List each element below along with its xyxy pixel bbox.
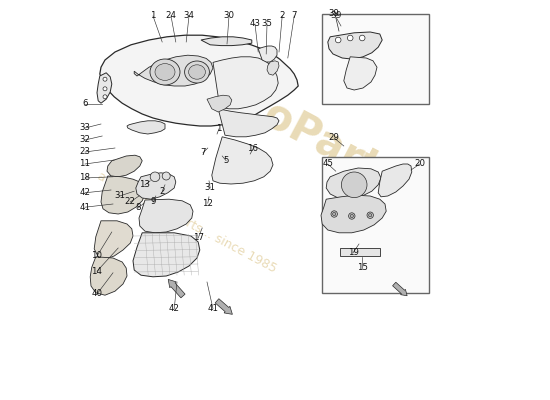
Text: 35: 35 xyxy=(261,20,272,28)
Polygon shape xyxy=(94,221,133,259)
Text: 12: 12 xyxy=(202,199,213,208)
Text: euroParts: euroParts xyxy=(187,56,409,201)
Polygon shape xyxy=(344,57,377,90)
Circle shape xyxy=(348,35,353,41)
Polygon shape xyxy=(207,95,232,112)
FancyBboxPatch shape xyxy=(322,14,430,104)
Circle shape xyxy=(336,37,341,43)
Polygon shape xyxy=(213,57,278,109)
Polygon shape xyxy=(107,155,142,177)
Polygon shape xyxy=(201,37,252,46)
Polygon shape xyxy=(133,233,200,277)
Circle shape xyxy=(150,172,160,182)
FancyArrow shape xyxy=(215,299,233,314)
Text: 31: 31 xyxy=(114,192,125,200)
Text: 13: 13 xyxy=(140,180,151,189)
Text: 8: 8 xyxy=(135,204,141,212)
Text: 23: 23 xyxy=(80,148,91,156)
Circle shape xyxy=(342,172,367,198)
Bar xyxy=(340,248,380,256)
Text: 10: 10 xyxy=(91,252,102,260)
Circle shape xyxy=(331,211,337,217)
Text: 18: 18 xyxy=(80,174,91,182)
Circle shape xyxy=(103,95,107,99)
Polygon shape xyxy=(212,137,273,184)
Circle shape xyxy=(333,212,336,216)
Text: 31: 31 xyxy=(205,184,216,192)
Text: 19: 19 xyxy=(348,248,359,257)
Text: 1: 1 xyxy=(216,124,222,133)
Text: 24: 24 xyxy=(166,12,177,20)
Text: 33: 33 xyxy=(80,124,91,132)
Text: 9: 9 xyxy=(151,198,156,206)
Polygon shape xyxy=(326,168,381,199)
Circle shape xyxy=(359,35,365,41)
Polygon shape xyxy=(328,32,382,59)
Text: 22: 22 xyxy=(125,198,136,206)
Circle shape xyxy=(367,212,373,218)
Text: 41: 41 xyxy=(80,203,91,212)
Text: 11: 11 xyxy=(80,160,91,168)
Circle shape xyxy=(103,87,107,91)
Text: 42: 42 xyxy=(169,304,180,313)
Text: 32: 32 xyxy=(80,136,91,144)
Ellipse shape xyxy=(150,59,180,85)
Polygon shape xyxy=(218,109,279,137)
Circle shape xyxy=(349,213,355,219)
Text: 40: 40 xyxy=(91,290,102,298)
Text: 30: 30 xyxy=(223,12,234,20)
Polygon shape xyxy=(321,195,386,233)
Polygon shape xyxy=(139,199,193,233)
Text: 42: 42 xyxy=(80,188,91,197)
Text: 6: 6 xyxy=(82,100,88,108)
Text: 7: 7 xyxy=(200,148,206,157)
Polygon shape xyxy=(101,176,145,214)
Text: 2: 2 xyxy=(279,12,285,20)
Polygon shape xyxy=(100,35,298,126)
Text: 43: 43 xyxy=(250,20,261,28)
Text: a passion for parts... since 1985: a passion for parts... since 1985 xyxy=(95,169,279,275)
Text: 39: 39 xyxy=(329,10,340,18)
Text: 5: 5 xyxy=(223,156,229,165)
Circle shape xyxy=(368,214,372,217)
Polygon shape xyxy=(136,173,176,199)
FancyArrow shape xyxy=(168,280,185,298)
Ellipse shape xyxy=(155,64,175,80)
Polygon shape xyxy=(97,73,112,103)
FancyArrow shape xyxy=(393,282,407,296)
Text: 39: 39 xyxy=(330,12,342,20)
Text: 41: 41 xyxy=(207,304,218,313)
Text: 34: 34 xyxy=(184,12,195,20)
FancyBboxPatch shape xyxy=(322,157,430,293)
Text: 20: 20 xyxy=(414,160,425,168)
Text: 1: 1 xyxy=(150,12,156,20)
Polygon shape xyxy=(127,121,165,134)
Text: 7: 7 xyxy=(292,12,297,20)
Text: 16: 16 xyxy=(248,144,258,153)
Circle shape xyxy=(350,214,354,218)
Circle shape xyxy=(103,77,107,81)
Text: 14: 14 xyxy=(91,267,102,276)
Polygon shape xyxy=(134,55,213,86)
Text: 29: 29 xyxy=(329,134,340,142)
Polygon shape xyxy=(258,46,277,62)
Polygon shape xyxy=(378,164,412,197)
Text: 17: 17 xyxy=(192,234,204,242)
Text: 2: 2 xyxy=(160,187,165,196)
Polygon shape xyxy=(267,61,279,75)
Circle shape xyxy=(162,172,170,180)
Ellipse shape xyxy=(185,61,210,83)
Text: 45: 45 xyxy=(322,160,333,168)
Polygon shape xyxy=(90,257,127,295)
Ellipse shape xyxy=(189,65,205,79)
Text: 15: 15 xyxy=(357,264,368,272)
